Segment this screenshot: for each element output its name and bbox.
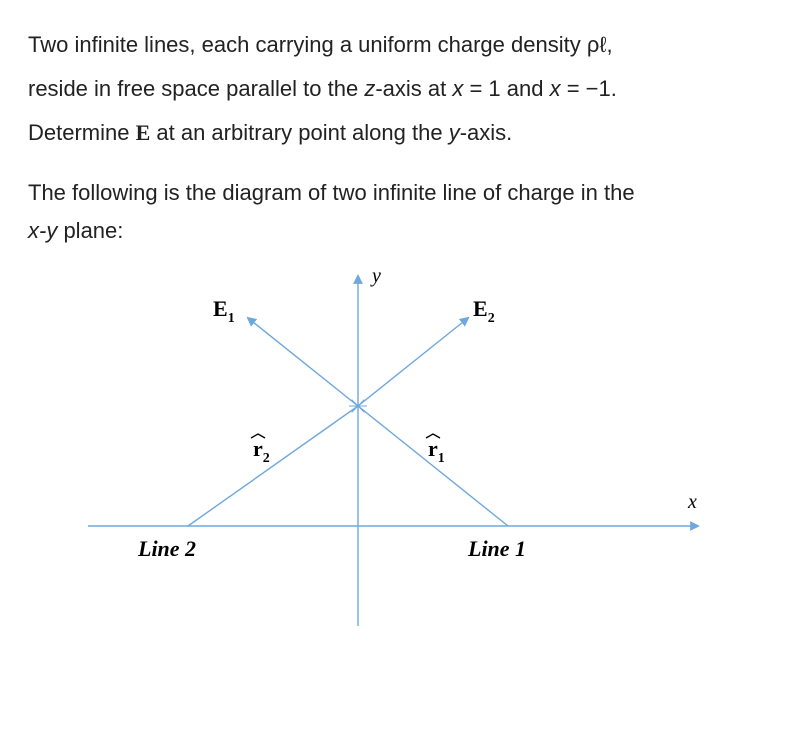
r1-line [358, 406, 508, 526]
problem-line-3: Determine E at an arbitrary point along … [28, 116, 780, 150]
field-point-star [352, 400, 358, 406]
r2-hat-label: r2 [253, 436, 270, 466]
x-axis-label: x [687, 491, 697, 513]
r1-hat-label: r1 [428, 436, 445, 466]
field-point-star [358, 400, 364, 406]
y-axis-label: y [370, 265, 381, 287]
r2-line [188, 406, 358, 526]
E1-label: E1 [213, 296, 235, 326]
diagram-intro: The following is the diagram of two infi… [28, 176, 780, 248]
E1-vector [248, 318, 358, 406]
diagram-svg: y x E1 E2 r1 r2 Line 1 Line 2 [28, 256, 780, 636]
problem-statement: Two infinite lines, each carrying a unif… [28, 28, 780, 150]
E2-vector [358, 318, 468, 406]
intro-line-1: The following is the diagram of two infi… [28, 176, 780, 210]
intro-line-2: x-y plane: [28, 214, 780, 248]
E2-label: E2 [473, 296, 495, 326]
problem-line-2: reside in free space parallel to the z-a… [28, 72, 780, 106]
line2-label: Line 2 [137, 536, 196, 561]
line1-label: Line 1 [467, 536, 526, 561]
field-point-star [358, 406, 364, 412]
page-root: Two infinite lines, each carrying a unif… [0, 0, 808, 734]
diagram-container: y x E1 E2 r1 r2 Line 1 Line 2 [28, 256, 780, 636]
problem-line-1: Two infinite lines, each carrying a unif… [28, 28, 780, 62]
